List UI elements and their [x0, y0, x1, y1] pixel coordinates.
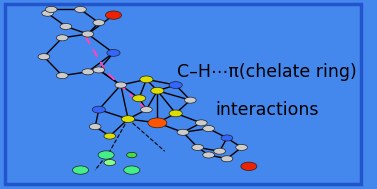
Circle shape	[93, 67, 105, 73]
Circle shape	[177, 129, 189, 135]
Circle shape	[241, 162, 257, 170]
Circle shape	[82, 69, 94, 75]
Circle shape	[115, 82, 127, 88]
Circle shape	[45, 6, 57, 12]
Circle shape	[132, 95, 146, 102]
Circle shape	[203, 125, 215, 132]
Circle shape	[82, 31, 94, 37]
Circle shape	[169, 110, 182, 117]
Circle shape	[236, 144, 247, 150]
Circle shape	[89, 124, 101, 130]
Circle shape	[93, 20, 105, 26]
Circle shape	[42, 10, 54, 16]
Circle shape	[104, 133, 116, 139]
Circle shape	[92, 106, 106, 113]
Circle shape	[203, 152, 215, 158]
Circle shape	[107, 50, 120, 56]
Circle shape	[169, 82, 182, 88]
Circle shape	[184, 97, 196, 103]
Circle shape	[151, 87, 164, 94]
Circle shape	[141, 107, 152, 113]
Circle shape	[75, 6, 86, 12]
Circle shape	[38, 54, 50, 60]
Circle shape	[214, 148, 225, 154]
Circle shape	[148, 118, 167, 128]
Circle shape	[72, 166, 89, 174]
Circle shape	[57, 35, 68, 41]
Circle shape	[104, 160, 116, 166]
Circle shape	[195, 120, 207, 126]
Circle shape	[124, 166, 140, 174]
Text: interactions: interactions	[215, 101, 319, 119]
Circle shape	[121, 116, 135, 122]
Circle shape	[60, 23, 72, 29]
Circle shape	[192, 144, 204, 150]
Circle shape	[221, 135, 233, 141]
Circle shape	[127, 152, 137, 158]
Circle shape	[57, 73, 68, 79]
Circle shape	[106, 11, 121, 19]
Circle shape	[140, 76, 153, 83]
Text: C–H⋯π(chelate ring): C–H⋯π(chelate ring)	[177, 63, 357, 81]
Circle shape	[98, 151, 114, 159]
Circle shape	[221, 156, 233, 162]
